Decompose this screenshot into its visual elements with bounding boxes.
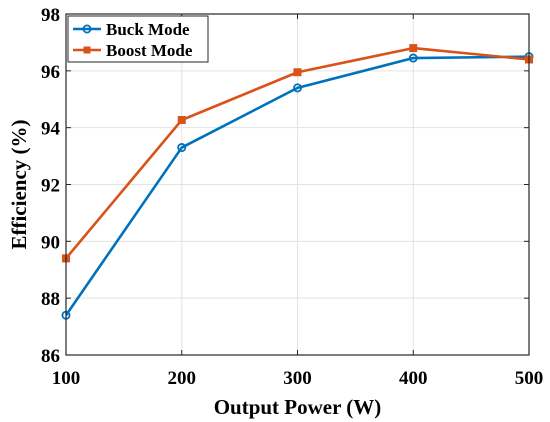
y-tick-label: 90 [41, 232, 60, 253]
series-line [64, 55, 530, 316]
y-axis-title: Efficiency (%) [7, 119, 31, 249]
y-tick-label: 98 [41, 5, 60, 26]
data-point [409, 44, 418, 53]
legend-swatch-marker [83, 46, 91, 54]
data-point [177, 143, 187, 153]
legend-label: Buck Mode [106, 20, 190, 39]
axis-ticks [65, 13, 530, 356]
y-tick-label: 94 [41, 119, 61, 140]
legend-label: Boost Mode [106, 41, 193, 60]
y-tick-label: 88 [41, 289, 60, 310]
legend-box [67, 15, 209, 63]
x-tick-label: 500 [515, 368, 544, 389]
x-tick-label: 200 [168, 368, 197, 389]
y-tick-label: 92 [41, 176, 60, 197]
x-tick-label: 300 [283, 368, 312, 389]
y-tick-labels: 86 88 90 92 94 96 98 [41, 5, 61, 367]
x-axis-title: Output Power (W) [214, 395, 382, 419]
x-tick-labels: 100 200 300 400 500 [52, 368, 544, 389]
legend-swatch-marker [82, 24, 92, 34]
x-tick-label: 100 [52, 368, 81, 389]
data-point [293, 68, 302, 77]
data-point [408, 53, 418, 63]
y-tick-label: 86 [41, 346, 60, 367]
data-point [292, 83, 302, 93]
data-point [177, 115, 186, 124]
y-tick-label: 96 [41, 62, 60, 83]
legend: Buck Mode Boost Mode [67, 15, 209, 63]
x-tick-label: 400 [399, 368, 428, 389]
